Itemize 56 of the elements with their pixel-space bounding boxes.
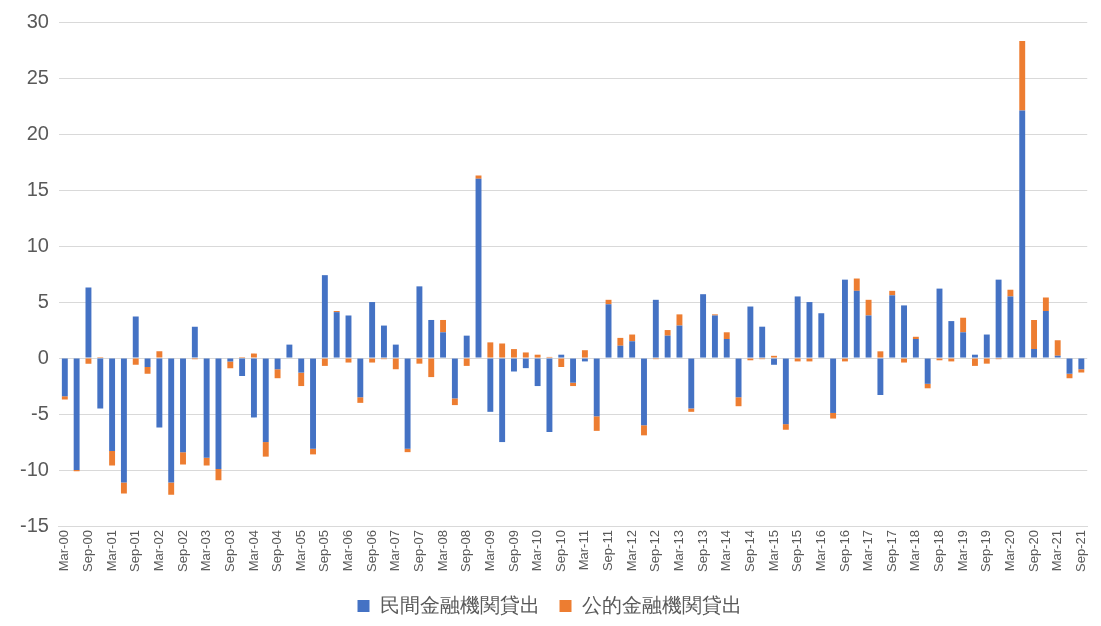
x-tick-label: Mar-08	[434, 530, 450, 572]
x-tick-label: Mar-18	[907, 530, 923, 572]
x-tick-label: Mar-15	[765, 530, 781, 572]
x-tick-label: Mar-04	[245, 530, 261, 572]
x-tick-label: Sep-01	[127, 530, 143, 572]
x-tick-label: Sep-10	[552, 530, 568, 572]
y-tick-label: -5	[31, 401, 49, 424]
y-tick-label: -10	[20, 457, 49, 480]
x-tick-label: Sep-15	[789, 530, 805, 572]
x-tick-label: Sep-09	[505, 530, 521, 572]
x-tick-label: Mar-10	[529, 530, 545, 572]
x-tick-label: Sep-02	[174, 530, 190, 572]
x-tick-label: Mar-21	[1049, 530, 1065, 572]
x-tick-label: Mar-12	[623, 530, 639, 572]
x-tick-label: Mar-14	[718, 530, 734, 572]
x-tick-label: Mar-11	[576, 530, 592, 571]
x-tick-label: Sep-05	[316, 530, 332, 572]
y-tick-label: 15	[26, 177, 49, 200]
x-tick-label: Sep-13	[694, 530, 710, 572]
x-tick-label: Sep-19	[978, 530, 994, 572]
x-tick-label: Sep-12	[647, 530, 663, 572]
y-tick-label: 25	[26, 65, 49, 88]
x-tick-label: Mar-03	[198, 530, 214, 572]
x-tick-label: Sep-21	[1072, 530, 1088, 572]
x-tick-label: Sep-04	[269, 530, 285, 572]
x-tick-label: Sep-08	[458, 530, 474, 572]
x-tick-label: Mar-00	[56, 530, 72, 572]
x-tick-label: Mar-06	[340, 530, 356, 572]
y-tick-label: 10	[26, 233, 49, 256]
x-tick-label: Sep-17	[883, 530, 899, 572]
x-tick-label: Mar-13	[671, 530, 687, 572]
x-tick-label: Sep-06	[363, 530, 379, 572]
x-tick-label: Sep-00	[80, 530, 96, 572]
x-tick-label: Mar-16	[812, 530, 828, 572]
y-tick-label: 0	[37, 345, 49, 368]
x-tick-label: Sep-11	[600, 530, 616, 572]
x-tick-label: Mar-20	[1001, 530, 1017, 572]
x-tick-label: Sep-18	[931, 530, 947, 572]
x-tick-label: Mar-01	[103, 530, 119, 572]
y-tick-label: -15	[20, 513, 49, 536]
y-tick-label: 5	[37, 289, 49, 312]
y-tick-label: 30	[26, 9, 49, 32]
x-tick-label: Mar-05	[292, 530, 308, 572]
x-tick-label: Mar-19	[954, 530, 970, 572]
x-tick-label: Sep-16	[836, 530, 852, 572]
legend-label: 民間金融機関貸出	[379, 593, 540, 616]
x-tick-label: Mar-07	[387, 530, 403, 572]
y-tick-label: 20	[26, 121, 49, 144]
legend-label: 公的金融機関貸出	[581, 593, 742, 616]
x-tick-label: Mar-17	[860, 530, 876, 572]
x-tick-label: Sep-14	[741, 530, 757, 572]
x-tick-label: Sep-03	[221, 530, 237, 572]
x-tick-label: Mar-09	[481, 530, 497, 572]
x-tick-label: Mar-02	[150, 530, 166, 572]
x-tick-label: Sep-20	[1025, 530, 1041, 572]
x-tick-label: Sep-07	[410, 530, 426, 572]
